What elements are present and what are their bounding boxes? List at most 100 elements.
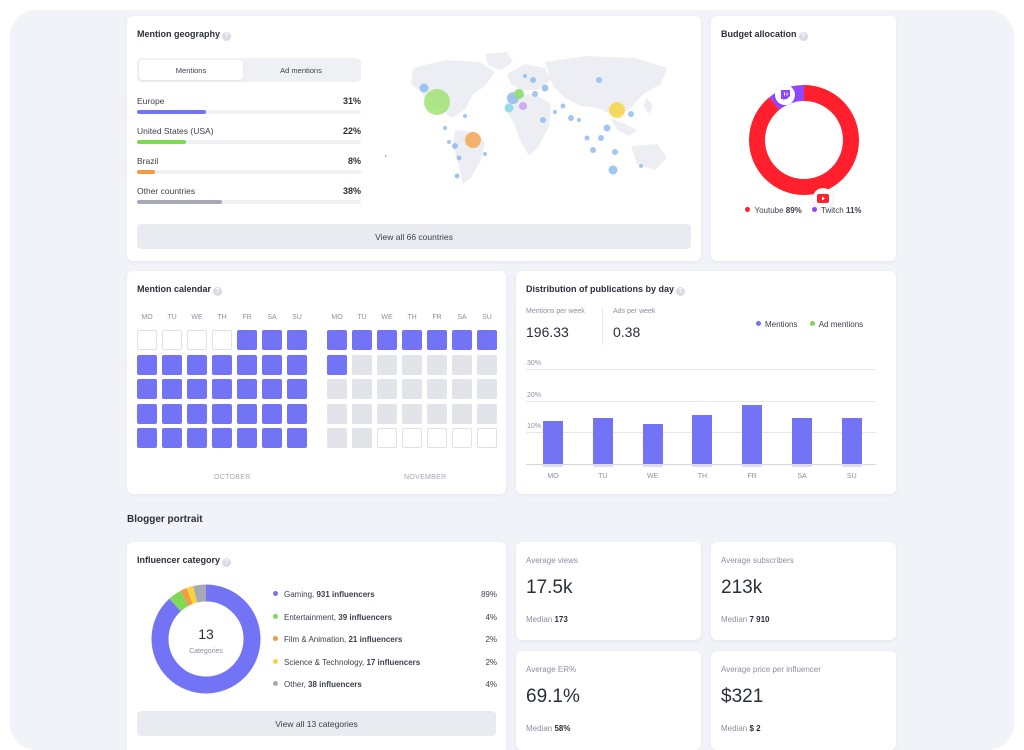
calendar-day-cell[interactable] bbox=[377, 330, 397, 350]
calendar-day-cell[interactable] bbox=[377, 354, 397, 375]
calendar-day-cell[interactable] bbox=[262, 428, 282, 448]
calendar-day-cell[interactable] bbox=[187, 428, 207, 448]
calendar-day-cell[interactable] bbox=[327, 354, 347, 375]
geo-row-percent: 8% bbox=[347, 156, 361, 166]
chart-bar bbox=[841, 418, 862, 464]
calendar-day-cell[interactable] bbox=[212, 379, 232, 399]
calendar-day-cell[interactable] bbox=[237, 330, 257, 350]
stat-divider bbox=[602, 307, 603, 345]
calendar-day-cell[interactable] bbox=[377, 379, 397, 399]
help-icon[interactable]: ? bbox=[213, 287, 223, 296]
calendar-day-cell[interactable] bbox=[287, 428, 307, 448]
calendar-day-cell[interactable] bbox=[327, 379, 347, 399]
help-icon[interactable]: ? bbox=[798, 32, 808, 41]
calendar-day-cell[interactable] bbox=[402, 403, 422, 424]
calendar-day-cell[interactable] bbox=[287, 354, 307, 375]
calendar-day-cell[interactable] bbox=[402, 354, 422, 375]
calendar-day-cell[interactable] bbox=[137, 330, 157, 350]
category-row: Entertainment, 39 influencers 4% bbox=[273, 613, 497, 625]
calendar-day-cell[interactable] bbox=[212, 354, 232, 375]
calendar-day-cell[interactable] bbox=[452, 428, 472, 448]
calendar-day-cell[interactable] bbox=[352, 379, 372, 399]
calendar-day-cell[interactable] bbox=[262, 379, 282, 399]
calendar-day-header: SA bbox=[267, 314, 277, 321]
calendar-day-cell[interactable] bbox=[187, 354, 207, 375]
chart-x-tick: FR bbox=[747, 473, 757, 480]
calendar-day-cell[interactable] bbox=[137, 379, 157, 399]
tab-ad-mentions[interactable]: Ad mentions bbox=[280, 65, 322, 75]
help-icon[interactable]: ? bbox=[222, 558, 232, 567]
calendar-day-cell[interactable] bbox=[137, 428, 157, 448]
tab-mentions[interactable]: Mentions bbox=[139, 60, 243, 80]
calendar-day-cell[interactable] bbox=[427, 403, 447, 424]
view-all-categories-button[interactable]: View all 13 categories bbox=[137, 711, 496, 736]
calendar-day-cell[interactable] bbox=[427, 330, 447, 350]
help-icon[interactable]: ? bbox=[676, 287, 686, 296]
calendar-day-cell[interactable] bbox=[352, 330, 372, 350]
calendar-day-cell[interactable] bbox=[477, 428, 497, 448]
calendar-day-cell[interactable] bbox=[477, 403, 497, 424]
calendar-day-header: SU bbox=[482, 314, 492, 321]
calendar-day-cell[interactable] bbox=[402, 428, 422, 448]
geo-row-name: Europe bbox=[137, 96, 165, 106]
calendar-day-cell[interactable] bbox=[237, 403, 257, 424]
calendar-day-cell[interactable] bbox=[162, 354, 182, 375]
calendar-day-cell[interactable] bbox=[477, 354, 497, 375]
calendar-day-cell[interactable] bbox=[162, 428, 182, 448]
calendar-day-cell[interactable] bbox=[187, 403, 207, 424]
calendar-day-cell[interactable] bbox=[237, 428, 257, 448]
calendar-day-cell[interactable] bbox=[327, 428, 347, 448]
calendar-day-cell[interactable] bbox=[402, 379, 422, 399]
geo-row: Other countries 38% bbox=[137, 186, 361, 212]
calendar-day-cell[interactable] bbox=[327, 330, 347, 350]
geo-row-bar bbox=[137, 110, 207, 114]
calendar-day-cell[interactable] bbox=[287, 330, 307, 350]
calendar-day-cell[interactable] bbox=[162, 330, 182, 350]
twitch-icon bbox=[775, 85, 795, 105]
ads-per-week-value: 0.38 bbox=[613, 324, 641, 340]
calendar-day-cell[interactable] bbox=[262, 403, 282, 424]
calendar-day-cell[interactable] bbox=[187, 379, 207, 399]
calendar-day-cell[interactable] bbox=[262, 330, 282, 350]
calendar-day-cell[interactable] bbox=[262, 354, 282, 375]
calendar-day-cell[interactable] bbox=[452, 330, 472, 350]
calendar-day-cell[interactable] bbox=[237, 379, 257, 399]
calendar-day-cell[interactable] bbox=[477, 330, 497, 350]
calendar-day-cell[interactable] bbox=[452, 354, 472, 375]
calendar-day-cell[interactable] bbox=[137, 354, 157, 375]
calendar-day-cell[interactable] bbox=[427, 428, 447, 448]
calendar-day-cell[interactable] bbox=[137, 403, 157, 424]
chart-grid-line bbox=[526, 369, 876, 370]
calendar-day-cell[interactable] bbox=[452, 379, 472, 399]
calendar-day-cell[interactable] bbox=[187, 330, 207, 350]
calendar-day-cell[interactable] bbox=[377, 403, 397, 424]
donut-center-value: 13 bbox=[198, 626, 214, 642]
calendar-day-cell[interactable] bbox=[377, 428, 397, 448]
calendar-day-cell[interactable] bbox=[327, 403, 347, 424]
calendar-day-cell[interactable] bbox=[212, 403, 232, 424]
calendar-day-cell[interactable] bbox=[287, 379, 307, 399]
average-subscribers-value: 213k bbox=[721, 577, 763, 598]
calendar-day-cell[interactable] bbox=[162, 403, 182, 424]
calendar-day-cell[interactable] bbox=[427, 354, 447, 375]
calendar-day-cell[interactable] bbox=[352, 354, 372, 375]
geo-row-name: Other countries bbox=[137, 186, 196, 196]
calendar-day-cell[interactable] bbox=[237, 354, 257, 375]
calendar-day-cell[interactable] bbox=[212, 428, 232, 448]
chart-bar bbox=[792, 418, 812, 464]
legend-item-ad-mentions: Ad mentions bbox=[809, 320, 863, 329]
calendar-day-cell[interactable] bbox=[352, 403, 372, 424]
help-icon[interactable]: ? bbox=[222, 32, 231, 41]
geo-row: Brazil 8% bbox=[137, 156, 361, 182]
calendar-day-cell[interactable] bbox=[402, 330, 422, 350]
calendar-day-cell[interactable] bbox=[352, 428, 372, 448]
category-name: Entertainment, bbox=[284, 612, 337, 622]
view-all-countries-button[interactable]: View all 66 countries bbox=[137, 224, 691, 249]
calendar-day-cell[interactable] bbox=[427, 379, 447, 399]
calendar-day-cell[interactable] bbox=[477, 379, 497, 399]
calendar-day-cell[interactable] bbox=[162, 379, 182, 399]
calendar-day-cell[interactable] bbox=[287, 403, 307, 424]
calendar-day-cell[interactable] bbox=[212, 330, 232, 350]
category-count: 931 influencers bbox=[316, 590, 375, 599]
calendar-day-cell[interactable] bbox=[452, 403, 472, 424]
